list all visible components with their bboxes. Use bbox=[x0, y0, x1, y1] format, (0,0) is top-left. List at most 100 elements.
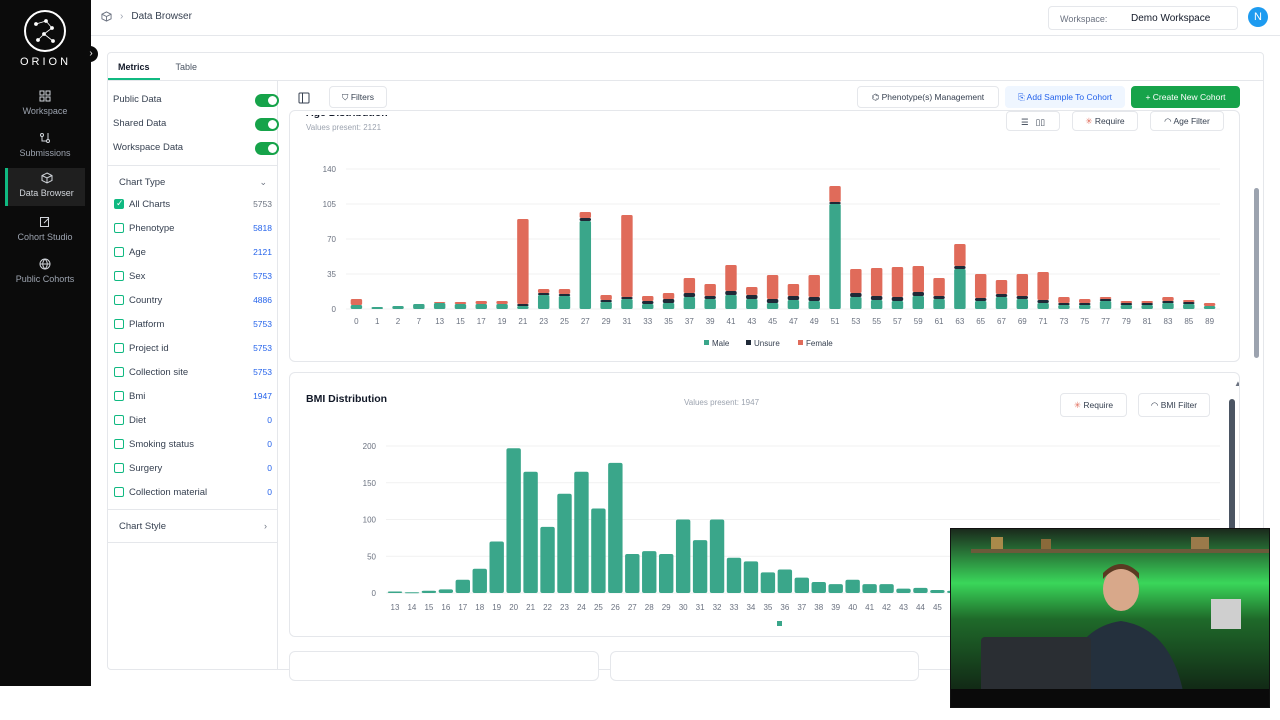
toggle-workspace-data[interactable]: Workspace Data bbox=[113, 138, 279, 156]
bar-unsure bbox=[725, 291, 737, 295]
checkbox[interactable] bbox=[114, 223, 124, 233]
toggle-shared-data[interactable]: Shared Data bbox=[113, 114, 279, 132]
add-sample-button[interactable]: ⎘ Add Sample To Cohort bbox=[1005, 86, 1125, 108]
rows-icon[interactable]: ☰ bbox=[1020, 117, 1029, 127]
sidebar-collapse-button[interactable]: › bbox=[84, 46, 98, 62]
chart-type-header[interactable]: Chart Type ⌄ bbox=[119, 177, 267, 188]
x-tick-label: 79 bbox=[1122, 317, 1131, 326]
filter-option-collection-site[interactable]: Collection site 5753 bbox=[114, 365, 272, 381]
sidebar-item-workspace[interactable]: Workspace bbox=[5, 86, 85, 126]
filter-option-age[interactable]: Age 2121 bbox=[114, 245, 272, 261]
legend-label: Unsure bbox=[754, 339, 780, 348]
age-values-present: Values present: 2121 bbox=[306, 123, 382, 132]
filter-option-surgery[interactable]: Surgery 0 bbox=[114, 461, 272, 477]
bar-male bbox=[600, 302, 612, 309]
filter-option-diet[interactable]: Diet 0 bbox=[114, 413, 272, 429]
scroll-up-icon[interactable]: ▲ bbox=[1234, 379, 1239, 388]
checkbox[interactable] bbox=[114, 391, 124, 401]
tab-metrics[interactable]: Metrics bbox=[108, 52, 160, 80]
y-tick-label: 105 bbox=[323, 200, 337, 209]
bar-female bbox=[704, 284, 716, 296]
panel-toggle-icon[interactable] bbox=[296, 88, 312, 110]
sidebar-item-label: Public Cohorts bbox=[15, 274, 75, 284]
bar-unsure bbox=[558, 294, 571, 296]
create-cohort-button[interactable]: + Create New Cohort bbox=[1131, 86, 1240, 108]
sidebar-item-data-browser[interactable]: Data Browser bbox=[5, 168, 85, 206]
x-tick-label: 28 bbox=[645, 603, 654, 612]
tab-table[interactable]: Table bbox=[175, 62, 198, 72]
bar-male bbox=[995, 297, 1008, 309]
checkbox[interactable] bbox=[114, 295, 124, 305]
filter-option-sex[interactable]: Sex 5753 bbox=[114, 269, 272, 285]
chart-style-header[interactable]: Chart Style › bbox=[119, 521, 267, 532]
bmi-values-present: Values present: 1947 bbox=[684, 398, 760, 407]
checkbox[interactable] bbox=[114, 198, 124, 209]
filter-option-country[interactable]: Country 4886 bbox=[114, 293, 272, 309]
bmi-require-button[interactable]: ✳ Require bbox=[1060, 393, 1127, 417]
bar-male bbox=[870, 300, 883, 309]
x-tick-label: 55 bbox=[872, 317, 881, 326]
checkbox[interactable] bbox=[114, 247, 124, 257]
x-tick-label: 83 bbox=[1164, 317, 1173, 326]
toggle-switch[interactable] bbox=[255, 142, 279, 155]
bar-unsure bbox=[829, 202, 841, 204]
filter-option-phenotype[interactable]: Phenotype 5818 bbox=[114, 221, 272, 237]
checkbox[interactable] bbox=[114, 439, 124, 449]
x-tick-label: 63 bbox=[955, 317, 964, 326]
inner-scrollbar[interactable] bbox=[1229, 399, 1235, 559]
columns-icon[interactable]: ▯▯ bbox=[1035, 117, 1046, 127]
checkbox[interactable] bbox=[114, 463, 124, 473]
checkbox[interactable] bbox=[114, 415, 124, 425]
checkbox[interactable] bbox=[114, 343, 124, 353]
age-filter-button[interactable]: ◠ Age Filter bbox=[1150, 111, 1224, 131]
bar-male bbox=[579, 221, 592, 309]
x-tick-label: 73 bbox=[1059, 317, 1068, 326]
x-tick-label: 15 bbox=[456, 317, 465, 326]
scrollbar[interactable] bbox=[1254, 188, 1259, 358]
toggle-switch[interactable] bbox=[255, 118, 279, 131]
checkbox[interactable] bbox=[114, 319, 124, 329]
bar-bmi bbox=[421, 590, 437, 593]
orion-logo[interactable] bbox=[24, 10, 66, 52]
legend-label: Male bbox=[712, 339, 730, 348]
filter-option-all-charts[interactable]: All Charts 5753 bbox=[114, 197, 272, 213]
sidebar-item-public-cohorts[interactable]: Public Cohorts bbox=[5, 254, 85, 294]
phenotype-management-button[interactable]: ⌬ Phenotype(s) Management bbox=[857, 86, 999, 108]
bar-bmi bbox=[692, 540, 708, 593]
bar-female bbox=[683, 278, 696, 293]
cube-icon[interactable] bbox=[101, 11, 112, 22]
add-sample-label: Add Sample To Cohort bbox=[1026, 92, 1113, 102]
sidebar-item-cohort-studio[interactable]: Cohort Studio bbox=[5, 212, 85, 252]
workspace-selector[interactable]: Workspace: Demo Workspace bbox=[1048, 6, 1238, 30]
filters-panel: Public Data Shared Data Workspace Data C… bbox=[107, 81, 279, 670]
toggle-switch[interactable] bbox=[255, 94, 279, 107]
filter-option-platform[interactable]: Platform 5753 bbox=[114, 317, 272, 333]
filter-option-smoking-status[interactable]: Smoking status 0 bbox=[114, 437, 272, 453]
filter-option-collection-material[interactable]: Collection material 0 bbox=[114, 485, 272, 501]
checkbox[interactable] bbox=[114, 487, 124, 497]
filters-button[interactable]: ⛉ Filters bbox=[329, 86, 387, 108]
bar-male bbox=[725, 295, 737, 309]
checkbox[interactable] bbox=[114, 367, 124, 377]
breadcrumb-current[interactable]: Data Browser bbox=[131, 11, 192, 22]
filter-option-count: 0 bbox=[267, 415, 272, 425]
layout-toggle[interactable]: ☰ ▯▯ bbox=[1006, 111, 1060, 131]
bar-unsure bbox=[1079, 303, 1091, 305]
filter-option-project-id[interactable]: Project id 5753 bbox=[114, 341, 272, 357]
bmi-filter-button[interactable]: ◠ BMI Filter bbox=[1138, 393, 1210, 417]
age-require-button[interactable]: ✳ Require bbox=[1072, 111, 1138, 131]
filter-option-count: 5753 bbox=[253, 271, 272, 281]
avatar[interactable]: N bbox=[1248, 7, 1268, 27]
checkbox[interactable] bbox=[114, 271, 124, 281]
sidebar-item-submissions[interactable]: Submissions bbox=[5, 128, 85, 168]
filter-option-bmi[interactable]: Bmi 1947 bbox=[114, 389, 272, 405]
toggle-public-data[interactable]: Public Data bbox=[113, 90, 279, 108]
bar-male bbox=[371, 307, 383, 309]
bar-bmi bbox=[489, 541, 504, 593]
bar-female bbox=[808, 275, 820, 297]
bar-bmi bbox=[811, 581, 826, 593]
bar-unsure bbox=[1162, 301, 1174, 303]
x-tick-label: 13 bbox=[435, 317, 444, 326]
bar-female bbox=[891, 267, 904, 297]
bar-bmi bbox=[438, 589, 454, 593]
